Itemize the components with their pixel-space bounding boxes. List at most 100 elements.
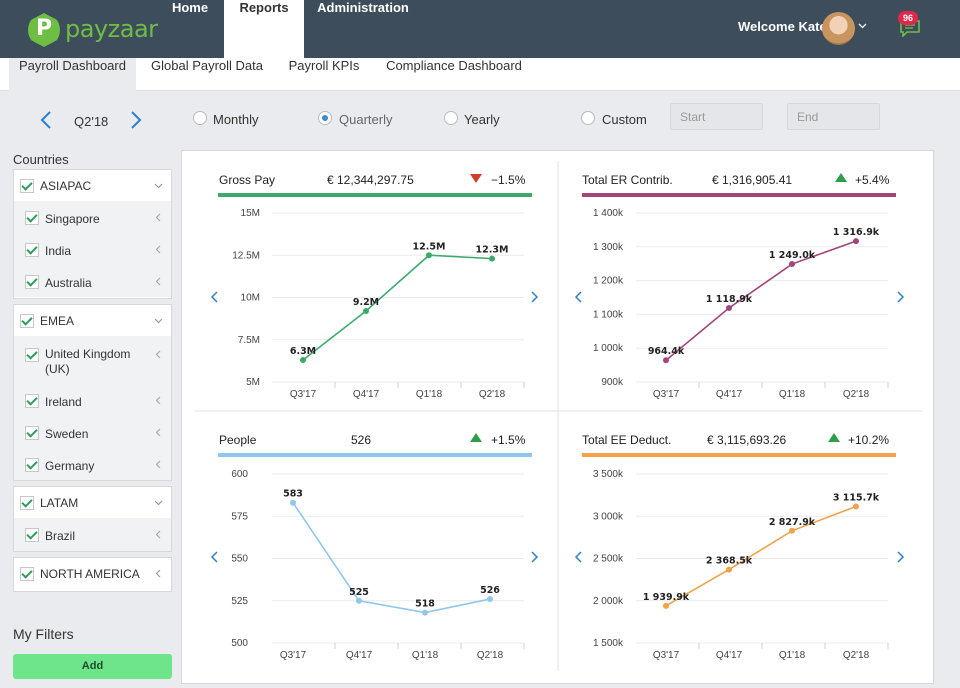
end-date-input[interactable]: End <box>787 103 880 130</box>
chevron-down-icon[interactable] <box>154 181 163 190</box>
checkbox-ireland[interactable] <box>25 394 39 408</box>
chevron-left-icon[interactable] <box>154 460 163 469</box>
y-tick-label: 600 <box>231 469 248 480</box>
y-tick-label: 5M <box>246 377 260 388</box>
radio-custom[interactable] <box>581 111 595 125</box>
chart-kpi-value: € 12,344,297.75 <box>327 173 414 187</box>
period-next-icon[interactable] <box>129 110 143 130</box>
x-tick-label: Q1'18 <box>416 389 443 400</box>
logo-mark-letter: P <box>36 16 53 41</box>
checkbox-emea[interactable] <box>20 314 34 328</box>
country-item-brazil[interactable]: Brazil <box>14 518 171 551</box>
series-line <box>292 502 491 614</box>
radio-yearly[interactable] <box>444 111 458 125</box>
data-point <box>363 308 369 315</box>
group-label: ASIAPAC <box>40 179 92 193</box>
country-item-australia[interactable]: Australia <box>14 265 171 297</box>
nav-administration[interactable]: Administration <box>317 0 409 15</box>
chart-prev-icon[interactable] <box>210 290 220 304</box>
payzaar-logo[interactable]: P payzaar <box>28 13 188 47</box>
country-item-germany[interactable]: Germany <box>14 448 171 480</box>
chevron-left-icon[interactable] <box>154 569 163 578</box>
group-header-north-america[interactable]: NORTH AMERICA <box>14 558 171 591</box>
checkbox-germany[interactable] <box>25 458 39 472</box>
start-date-input[interactable]: Start <box>670 103 763 130</box>
checkbox-united-kingdom[interactable] <box>25 348 39 362</box>
x-tick-label: Q3'17 <box>290 389 317 400</box>
tab-payroll-dashboard[interactable]: Payroll Dashboard <box>9 58 136 91</box>
checkbox-asiapac[interactable] <box>20 179 34 193</box>
data-label: 3 115.7k <box>833 492 880 503</box>
chart-next-icon[interactable] <box>895 290 905 304</box>
chevron-left-icon[interactable] <box>154 428 163 437</box>
country-label: Sweden <box>45 427 89 441</box>
chevron-down-icon[interactable] <box>154 498 163 507</box>
period-prev-icon[interactable] <box>39 110 53 130</box>
data-point <box>489 255 495 262</box>
avatar[interactable] <box>822 12 855 45</box>
welcome-text[interactable]: Welcome Kate <box>738 19 827 34</box>
chart-prev-icon[interactable] <box>574 290 584 304</box>
country-item-united-kingdom[interactable]: United Kingdom (UK) <box>14 336 171 384</box>
data-point <box>726 566 732 573</box>
radio-yearly-label[interactable]: Yearly <box>464 112 500 127</box>
x-tick-label: Q3'17 <box>653 650 680 661</box>
trend-up-icon <box>470 433 482 442</box>
x-tick-label: Q2'18 <box>477 650 504 661</box>
radio-quarterly-label[interactable]: Quarterly <box>339 112 393 127</box>
x-tick-label: Q2'18 <box>843 650 870 661</box>
group-label: EMEA <box>40 314 75 328</box>
checkbox-latam[interactable] <box>20 496 34 510</box>
country-item-sweden[interactable]: Sweden <box>14 416 171 448</box>
checkbox-brazil[interactable] <box>25 528 39 542</box>
group-header-asiapac[interactable]: ASIAPAC <box>14 170 171 201</box>
chevron-left-icon[interactable] <box>154 396 163 405</box>
country-item-singapore[interactable]: Singapore <box>14 201 171 233</box>
data-label: 12.5M <box>413 241 446 252</box>
chart-next-icon[interactable] <box>529 550 539 564</box>
checkbox-sweden[interactable] <box>25 426 39 440</box>
tab-payroll-kpis[interactable]: Payroll KPIs <box>288 58 360 73</box>
chevron-left-icon[interactable] <box>154 350 163 359</box>
chevron-left-icon[interactable] <box>154 530 163 539</box>
radio-custom-label[interactable]: Custom <box>602 112 647 127</box>
checkbox-australia[interactable] <box>25 275 39 289</box>
chart-prev-icon[interactable] <box>210 550 220 564</box>
country-item-india[interactable]: India <box>14 233 171 265</box>
chart-next-icon[interactable] <box>895 550 905 564</box>
radio-monthly-label[interactable]: Monthly <box>213 112 259 127</box>
trend-up-icon <box>828 433 840 442</box>
chart-prev-icon[interactable] <box>574 550 584 564</box>
checkbox-singapore[interactable] <box>25 211 39 225</box>
group-label: NORTH AMERICA <box>40 567 140 581</box>
nav-home[interactable]: Home <box>171 0 209 15</box>
data-label: 525 <box>349 587 369 598</box>
country-item-ireland[interactable]: Ireland <box>14 384 171 416</box>
tab-global-payroll-data[interactable]: Global Payroll Data <box>151 58 263 73</box>
y-tick-label: 900k <box>601 377 624 388</box>
chat-icon[interactable] <box>899 17 921 37</box>
chevron-left-icon[interactable] <box>154 213 163 222</box>
group-header-latam[interactable]: LATAM <box>14 487 171 518</box>
x-tick-label: Q1'18 <box>412 650 439 661</box>
y-tick-label: 1 400k <box>593 208 624 219</box>
chevron-down-icon[interactable] <box>154 316 163 325</box>
checkbox-north-america[interactable] <box>20 567 34 581</box>
radio-quarterly[interactable] <box>318 111 332 125</box>
data-point <box>300 357 306 364</box>
chevron-down-icon[interactable] <box>858 21 867 30</box>
y-tick-label: 1 500k <box>593 638 624 649</box>
chart-next-icon[interactable] <box>529 290 539 304</box>
chevron-left-icon[interactable] <box>154 245 163 254</box>
tab-compliance-dashboard[interactable]: Compliance Dashboard <box>386 58 522 73</box>
series-line <box>302 254 493 361</box>
group-header-emea[interactable]: EMEA <box>14 305 171 336</box>
chevron-left-icon[interactable] <box>154 277 163 286</box>
add-filter-button[interactable]: Add <box>13 654 172 679</box>
data-point <box>853 503 859 510</box>
chart-kpi-change: −1.5% <box>491 173 526 187</box>
trend-up-icon <box>835 173 847 182</box>
checkbox-india[interactable] <box>25 243 39 257</box>
nav-reports[interactable]: Reports <box>224 0 304 58</box>
radio-monthly[interactable] <box>193 111 207 125</box>
